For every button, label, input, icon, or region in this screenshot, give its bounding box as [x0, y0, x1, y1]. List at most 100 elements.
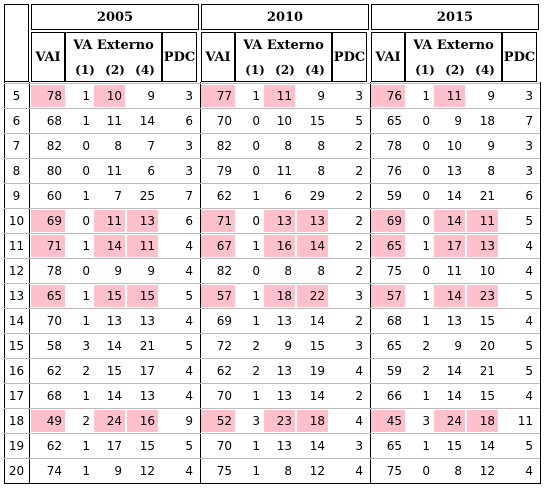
- table-cell: 8: [284, 139, 292, 153]
- table-cell: 5: [525, 289, 533, 303]
- row-id: 12: [8, 264, 25, 278]
- table-cell: 69: [216, 314, 232, 328]
- table-cell: 20: [479, 339, 495, 353]
- table-cell: 0: [422, 264, 430, 278]
- va-externo-subcolumn-2: (2): [105, 63, 125, 77]
- row-id: 16: [8, 364, 25, 378]
- table-cell: 7: [185, 189, 193, 203]
- table-cell: 0: [422, 114, 430, 128]
- table-cell: 2: [252, 339, 260, 353]
- row-divider: [4, 158, 540, 159]
- pdc-column-header: PDC: [332, 32, 367, 82]
- table-cell: 65: [31, 285, 65, 307]
- table-cell: 0: [422, 214, 430, 228]
- table-cell: 5: [355, 114, 363, 128]
- table-cell: 9: [114, 464, 122, 478]
- table-cell: 13: [467, 235, 498, 257]
- table-cell: 11: [446, 264, 462, 278]
- table-cell: 62: [46, 364, 62, 378]
- row-divider: [4, 108, 540, 109]
- va-externo-header: VA Externo (1) (2) (4): [405, 32, 502, 82]
- table-cell: 69: [371, 210, 405, 232]
- row-id: 8: [12, 164, 21, 178]
- table-cell: 10: [94, 85, 125, 107]
- table-cell: 14: [434, 210, 465, 232]
- table-cell: 13: [276, 364, 292, 378]
- row-divider: [4, 433, 540, 434]
- row-divider: [4, 183, 540, 184]
- table-cell: 22: [297, 285, 328, 307]
- table-cell: 2: [355, 239, 363, 253]
- table-cell: 1: [82, 89, 90, 103]
- table-cell: 1: [252, 89, 260, 103]
- table-cell: 15: [127, 285, 158, 307]
- table-cell: 0: [82, 164, 90, 178]
- row-id: 11: [8, 239, 25, 253]
- table-cell: 10: [479, 264, 495, 278]
- table-cell: 4: [185, 239, 193, 253]
- vai-column-header: VAI: [31, 32, 65, 82]
- va-externo-subcolumn-1: (1): [245, 63, 265, 77]
- table-cell: 14: [479, 439, 495, 453]
- table-cell: 3: [355, 339, 363, 353]
- table-cell: 4: [355, 414, 363, 428]
- table-cell: 78: [386, 139, 402, 153]
- table-cell: 0: [422, 164, 430, 178]
- va-externo-header: VA Externo (1) (2) (4): [65, 32, 162, 82]
- table-cell: 4: [525, 264, 533, 278]
- table-cell: 0: [82, 264, 90, 278]
- table-cell: 3: [185, 164, 193, 178]
- table-cell: 82: [216, 139, 232, 153]
- table-cell: 0: [252, 264, 260, 278]
- table-cell: 18: [297, 410, 328, 432]
- va-externo-header: VA Externo (1) (2) (4): [235, 32, 332, 82]
- table-cell: 62: [216, 189, 232, 203]
- row-id: 15: [8, 339, 25, 353]
- table-cell: 9: [487, 89, 495, 103]
- table-cell: 16: [264, 235, 295, 257]
- row-divider: [4, 258, 540, 259]
- table-cell: 11: [434, 85, 465, 107]
- table-cell: 57: [201, 285, 235, 307]
- table-cell: 2: [355, 164, 363, 178]
- table-cell: 68: [386, 314, 402, 328]
- table-cell: 6: [147, 164, 155, 178]
- row-divider: [4, 208, 540, 209]
- table-cell: 1: [422, 239, 430, 253]
- table-cell: 5: [185, 339, 193, 353]
- table-cell: 6: [284, 189, 292, 203]
- table-cell: 2: [252, 364, 260, 378]
- table-cell: 71: [201, 210, 235, 232]
- table-cell: 49: [31, 410, 65, 432]
- table-cell: 13: [297, 210, 328, 232]
- row-id: 19: [8, 439, 25, 453]
- table-cell: 17: [139, 364, 155, 378]
- table-cell: 82: [46, 139, 62, 153]
- row-divider: [4, 133, 540, 134]
- table-cell: 14: [446, 364, 462, 378]
- row-divider: [4, 483, 540, 484]
- table-cell: 15: [106, 364, 122, 378]
- table-cell: 13: [276, 389, 292, 403]
- table-cell: 10: [276, 114, 292, 128]
- table-cell: 11: [94, 210, 125, 232]
- table-cell: 29: [309, 189, 325, 203]
- table-cell: 1: [252, 189, 260, 203]
- row-divider: [4, 283, 540, 284]
- table-cell: 1: [82, 289, 90, 303]
- table-cell: 8: [114, 139, 122, 153]
- table-cell: 14: [434, 285, 465, 307]
- table-cell: 65: [386, 439, 402, 453]
- table-cell: 9: [454, 114, 462, 128]
- table-cell: 6: [185, 214, 193, 228]
- row-id: 6: [12, 114, 21, 128]
- table-cell: 11: [467, 210, 498, 232]
- table-cell: 82: [216, 264, 232, 278]
- table-cell: 14: [309, 389, 325, 403]
- table-cell: 4: [185, 389, 193, 403]
- table-cell: 71: [31, 235, 65, 257]
- year-header-2010: 2010: [201, 4, 369, 30]
- table-cell: 58: [46, 339, 62, 353]
- va-externo-label: VA Externo: [243, 38, 324, 53]
- row-id: 17: [8, 389, 25, 403]
